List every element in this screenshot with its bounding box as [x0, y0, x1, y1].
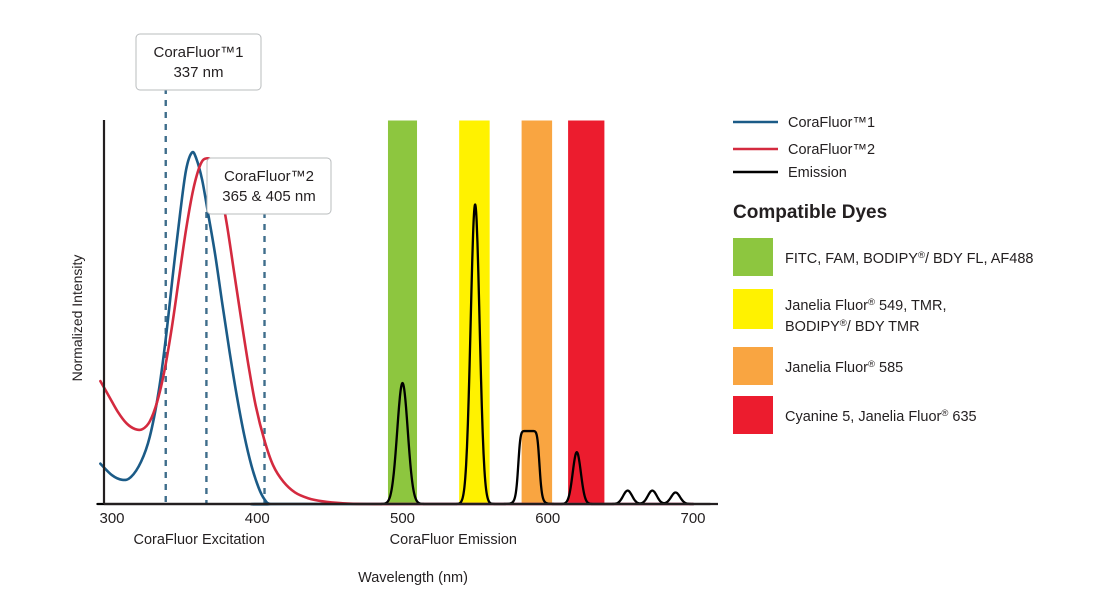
callout-corafluor1	[135, 33, 262, 91]
yellow-band	[459, 120, 490, 505]
dye-label-3-line1: Cyanine 5, Janelia Fluor® 635	[785, 408, 977, 426]
legend-label-2: Emission	[788, 165, 847, 181]
dye-label-0-line1: FITC, FAM, BODIPY®/ BDY FL, AF488	[785, 250, 1033, 268]
compatible-dyes-heading: Compatible Dyes	[733, 202, 887, 223]
dye-label-1-line1: Janelia Fluor® 549, TMR,	[785, 297, 946, 315]
excitation-marker-lines	[164, 88, 266, 504]
x-tick-label-500: 500	[390, 510, 415, 527]
axis-region-label-excitation: CoraFluor Excitation	[133, 532, 264, 548]
x-tick-label-700: 700	[680, 510, 705, 527]
curve-corafluor1	[99, 150, 695, 506]
green-band	[387, 120, 418, 505]
dye-label-2-line1: Janelia Fluor® 585	[785, 359, 903, 377]
dye-swatch-3	[733, 396, 773, 434]
red-band	[568, 120, 605, 505]
axis-region-labels: CoraFluor Excitation CoraFluor Emission	[133, 532, 517, 548]
callout-corafluor1-line1: CoraFluor™1	[153, 44, 243, 61]
callout-corafluor2-line2: 365 & 405 nm	[222, 188, 315, 205]
legend: CoraFluor™1 CoraFluor™2 Emission Compatible…	[733, 115, 1033, 434]
dye-swatch-2	[733, 347, 773, 385]
callout-boxes: CoraFluor™1 337 nm CoraFluor™2 365 & 405 nm	[135, 33, 332, 215]
legend-label-0: CoraFluor™1	[788, 115, 875, 131]
x-tick-label-400: 400	[245, 510, 270, 527]
axis-region-label-emission: CoraFluor Emission	[390, 532, 517, 548]
dye-swatch-0	[733, 238, 773, 276]
dye-label-1-line2: BODIPY®/ BDY TMR	[785, 318, 920, 336]
dye-swatch-1	[733, 289, 773, 329]
orange-band	[521, 120, 553, 505]
axes	[102, 120, 718, 506]
callout-corafluor2	[206, 157, 332, 215]
x-axis-title: Wavelength (nm)	[358, 570, 468, 586]
compatible-dye-bands	[387, 120, 605, 505]
callout-corafluor1-line2: 337 nm	[173, 64, 223, 81]
callout-corafluor2-line1: CoraFluor™2	[224, 168, 314, 185]
x-tick-label-600: 600	[535, 510, 560, 527]
legend-label-1: CoraFluor™2	[788, 142, 875, 158]
x-tick-label-300: 300	[99, 510, 124, 527]
x-axis-tick-labels: 300 400 500 600 700	[99, 510, 705, 527]
y-axis-title: Normalized Intensity	[69, 255, 85, 382]
